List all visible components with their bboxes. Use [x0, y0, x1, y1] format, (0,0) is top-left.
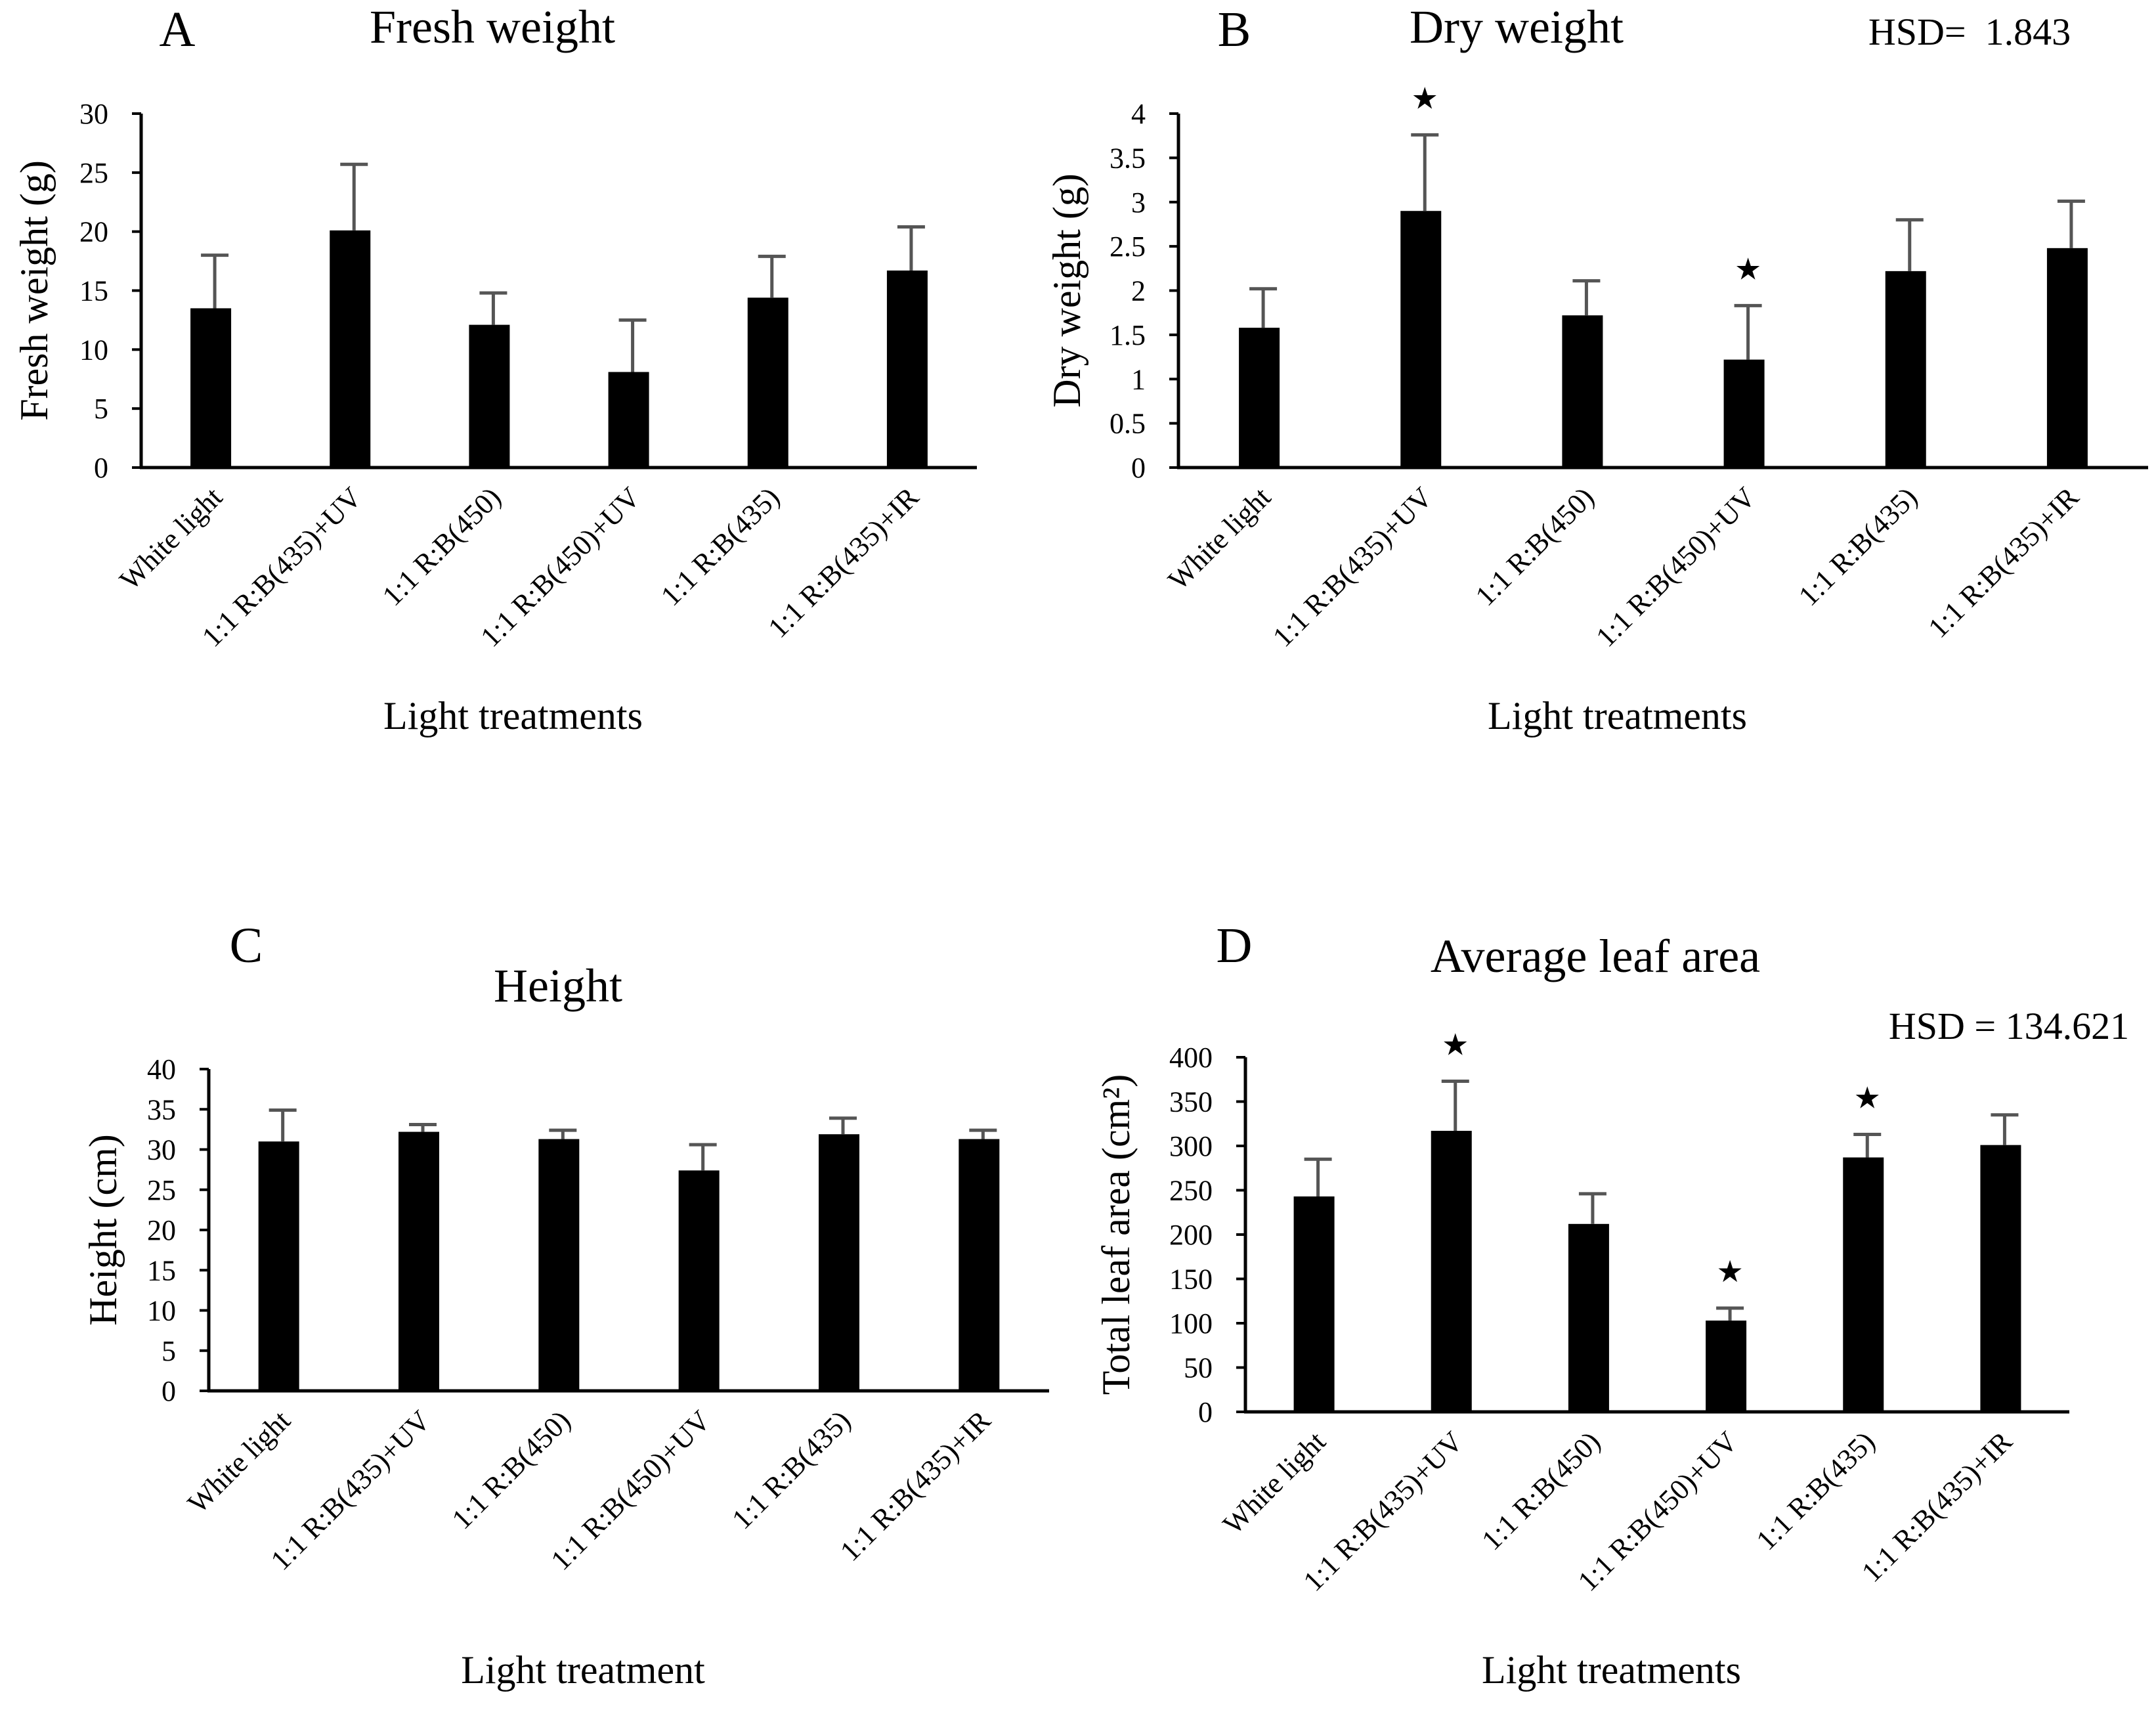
y-tick-label: 30	[79, 98, 108, 130]
bar	[819, 1134, 859, 1391]
y-ticks: 0 5 10 15 20 25 30	[79, 98, 141, 484]
hsd-label: HSD = 134.621	[1889, 1005, 2129, 1047]
y-tick-label: 0	[1198, 1396, 1213, 1428]
x-axis-label: Light treatments	[383, 694, 643, 737]
bar	[678, 1170, 720, 1391]
panel-letter: A	[160, 2, 196, 57]
y-tick-label: 250	[1169, 1175, 1213, 1207]
error-bars	[1249, 133, 2085, 360]
bar	[1706, 1320, 1747, 1412]
axes	[139, 114, 977, 470]
bar	[1568, 1223, 1609, 1412]
axes	[207, 1069, 1049, 1393]
y-tick-label: 40	[147, 1053, 176, 1085]
y-tick-label: 100	[1169, 1307, 1213, 1340]
y-tick-label: 20	[147, 1214, 176, 1246]
x-axis-label: Light treatments	[1482, 1648, 1741, 1692]
y-tick-label: 2	[1131, 275, 1146, 307]
y-tick-label: 0	[1131, 452, 1146, 484]
y-tick-label: 300	[1169, 1130, 1213, 1162]
error-bars	[269, 1108, 997, 1171]
x-axis-label: Light treatments	[1488, 694, 1747, 737]
significance-star: ★	[1854, 1081, 1881, 1114]
y-tick-label: 50	[1184, 1352, 1213, 1384]
chart-title: Average leaf area	[1431, 930, 1760, 982]
significance-markers: ★★	[1412, 81, 1762, 286]
panel-letter: B	[1218, 2, 1251, 57]
y-tick-label: 0.5	[1110, 408, 1146, 440]
chart-title: Fresh weight	[370, 1, 615, 53]
bar	[608, 372, 649, 468]
significance-star: ★	[1442, 1028, 1469, 1061]
bars	[258, 1131, 1000, 1391]
significance-star: ★	[1716, 1255, 1743, 1288]
y-tick-label: 350	[1169, 1086, 1213, 1118]
y-tick-label: 3	[1131, 186, 1146, 219]
y-axis-label: Total leaf area (cm²)	[1094, 1074, 1138, 1395]
bar	[538, 1139, 580, 1391]
bar	[959, 1139, 1000, 1391]
bar	[1239, 328, 1280, 468]
y-tick-label: 400	[1169, 1041, 1213, 1074]
error-bars	[1304, 1079, 2019, 1321]
x-axis-label: Light treatment	[461, 1648, 705, 1692]
significance-markers: ★ ★ ★	[1442, 1028, 1881, 1288]
error-bars	[201, 162, 925, 372]
y-axis-label: Dry weight (g)	[1045, 173, 1089, 408]
bar	[1885, 271, 1926, 468]
panel-letter: D	[1217, 918, 1253, 973]
y-axis-label: Fresh weight (g)	[12, 160, 56, 421]
panel-letter: C	[230, 918, 263, 973]
y-tick-label: 0	[94, 452, 108, 484]
y-tick-label: 0	[162, 1375, 176, 1407]
y-tick-label: 15	[147, 1254, 176, 1286]
bar	[399, 1131, 439, 1391]
y-tick-label: 25	[79, 157, 108, 189]
y-tick-label: 1	[1131, 363, 1146, 395]
y-tick-label: 5	[94, 393, 108, 425]
axes	[1243, 1057, 2069, 1414]
bar	[1562, 315, 1603, 468]
y-tick-label: 15	[79, 275, 108, 307]
y-ticks: 0 5 10 15 20 25 30 35 40	[147, 1053, 209, 1407]
bars	[190, 230, 928, 468]
bar	[1431, 1131, 1472, 1412]
y-tick-label: 150	[1169, 1263, 1213, 1296]
y-tick-label: 2.5	[1110, 230, 1146, 263]
y-tick-label: 20	[79, 216, 108, 248]
bars	[1239, 211, 2088, 468]
bar	[190, 308, 232, 468]
y-tick-label: 30	[147, 1134, 176, 1166]
y-tick-label: 5	[162, 1335, 176, 1367]
y-axis-label: Height (cm)	[81, 1134, 125, 1326]
y-tick-label: 200	[1169, 1219, 1213, 1251]
bar	[258, 1141, 299, 1391]
bar	[2046, 248, 2088, 468]
hsd-label: HSD= 1.843	[1868, 11, 2071, 53]
y-tick-label: 4	[1131, 98, 1146, 130]
y-tick-label: 1.5	[1110, 319, 1146, 351]
y-ticks: 0 50 100 150 200 250 300 350 400	[1169, 1041, 1245, 1428]
axes	[1176, 114, 2148, 470]
bar	[1400, 211, 1442, 468]
significance-star: ★	[1412, 81, 1438, 115]
bar	[1843, 1157, 1884, 1412]
bar	[747, 297, 788, 468]
bars	[1293, 1131, 2021, 1412]
y-tick-label: 35	[147, 1093, 176, 1126]
y-tick-label: 10	[79, 334, 108, 366]
significance-star: ★	[1735, 252, 1761, 286]
y-tick-label: 10	[147, 1295, 176, 1327]
chart-title: Dry weight	[1410, 1, 1624, 53]
bar	[330, 230, 371, 468]
y-tick-label: 25	[147, 1174, 176, 1206]
bar	[1723, 359, 1765, 468]
y-tick-label: 3.5	[1110, 142, 1146, 174]
chart-title: Height	[494, 959, 622, 1012]
bar	[1293, 1196, 1335, 1412]
bar	[1980, 1145, 2021, 1412]
bar	[469, 324, 510, 468]
bar	[886, 270, 928, 468]
